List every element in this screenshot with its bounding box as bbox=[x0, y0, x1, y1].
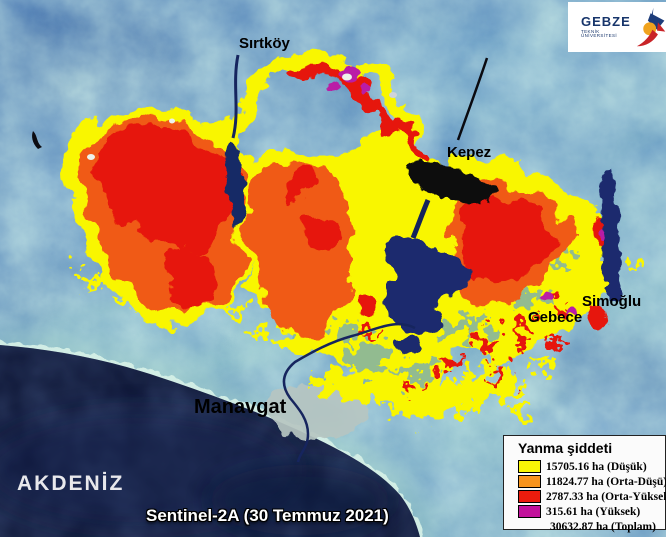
legend-label: 15705.16 ha (Düşük) bbox=[546, 460, 647, 473]
legend-swatch bbox=[518, 460, 541, 473]
legend-row-high: 315.61 ha (Yüksek) bbox=[512, 504, 665, 519]
legend-title: Yanma şiddeti bbox=[518, 440, 613, 456]
legend-row-mid-low: 11824.77 ha (Orta-Düşü) bbox=[512, 474, 666, 489]
place-label-gebece: Gebece bbox=[528, 309, 583, 326]
legend-swatch bbox=[518, 475, 541, 488]
legend-label: 11824.77 ha (Orta-Düşü) bbox=[546, 475, 666, 488]
map-caption: Sentinel-2A (30 Temmuz 2021) bbox=[146, 506, 389, 525]
legend-swatch bbox=[518, 490, 541, 503]
legend-label: 315.61 ha (Yüksek) bbox=[546, 505, 641, 518]
place-label-simoglu: Simoğlu bbox=[582, 293, 642, 310]
gtu-bird-icon bbox=[636, 7, 666, 47]
place-label-manavgat: Manavgat bbox=[194, 396, 287, 418]
legend-total: 30632.87 ha (Toplam) bbox=[550, 521, 656, 533]
university-logo: GEBZE TEKNİK ÜNİVERSİTESİ bbox=[568, 2, 666, 52]
legend-row-mid-high: 2787.33 ha (Orta-Yüksek) bbox=[512, 489, 666, 504]
sea-label-akdeniz: AKDENİZ bbox=[17, 472, 125, 495]
legend-panel: Yanma şiddeti 15705.16 ha (Düşük) 11824.… bbox=[503, 435, 666, 533]
water-features bbox=[225, 54, 622, 463]
burn-scar bbox=[62, 51, 637, 418]
logo-title: GEBZE bbox=[581, 14, 631, 30]
canyon-mark bbox=[32, 131, 42, 149]
place-label-sirtkoy: Sırtköy bbox=[239, 35, 290, 52]
logo-subtitle: TEKNİK ÜNİVERSİTESİ bbox=[581, 28, 618, 39]
bright-specks bbox=[87, 73, 397, 160]
legend-row-low: 15705.16 ha (Düşük) bbox=[512, 459, 665, 474]
legend-label: 2787.33 ha (Orta-Yüksek) bbox=[546, 490, 666, 503]
legend-swatch bbox=[518, 505, 541, 518]
place-label-kepez: Kepez bbox=[447, 144, 492, 161]
